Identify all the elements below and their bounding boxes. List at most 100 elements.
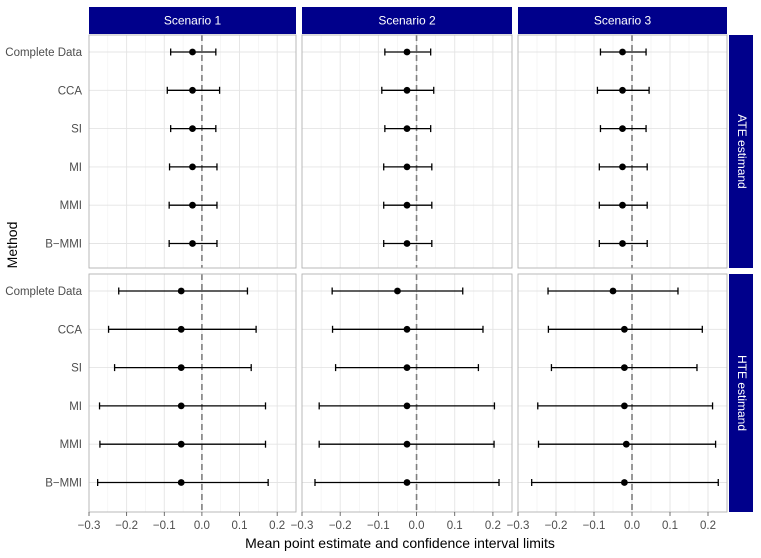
facet-strip-row: HTE estimand <box>729 274 753 512</box>
estimate-mark <box>599 48 647 56</box>
estimate-mark <box>318 402 496 410</box>
facet-strip-row: ATE estimand <box>729 35 753 268</box>
x-tick-label: 0.1 <box>662 520 678 532</box>
x-tick-label: −0.3 <box>507 520 530 532</box>
estimate-mark <box>314 479 500 486</box>
estimate-mark <box>168 240 218 247</box>
point-estimate <box>189 125 196 132</box>
point-estimate <box>622 440 630 448</box>
point-estimate <box>403 402 411 410</box>
panel-border <box>88 273 297 513</box>
point-estimate <box>403 240 411 247</box>
x-tick-label: 0.0 <box>194 520 210 532</box>
point-estimate <box>403 325 411 333</box>
y-tick-label: CCA <box>58 85 83 97</box>
y-tick-label: SI <box>71 363 82 375</box>
estimate-mark <box>113 364 252 372</box>
facet-strip-column: Scenario 2 <box>302 7 512 34</box>
estimate-mark <box>547 287 679 295</box>
panel-background <box>518 274 727 512</box>
y-axis-title: Method <box>4 222 20 269</box>
panel-border <box>517 34 728 269</box>
x-tick-label: −0.3 <box>291 520 314 532</box>
point-estimate <box>403 48 411 56</box>
facet-panel <box>301 273 513 513</box>
point-estimate <box>619 163 626 171</box>
y-tick-label: B−MMI <box>45 239 82 251</box>
estimate-mark <box>383 163 433 171</box>
strip-label: ATE estimand <box>735 114 749 188</box>
facet-panel <box>88 34 297 269</box>
x-tick-label: 0.1 <box>447 520 463 532</box>
strip-label: Scenario 1 <box>164 14 222 28</box>
strip-label: Scenario 3 <box>594 14 652 28</box>
estimate-mark <box>598 163 648 171</box>
x-tick-label: −0.1 <box>367 520 390 532</box>
estimate-mark <box>331 287 464 295</box>
x-tick-label: −0.1 <box>583 520 606 532</box>
x-tick-label: 0.1 <box>232 520 248 532</box>
facet-panel <box>88 273 297 513</box>
facet-strip-column: Scenario 1 <box>89 7 296 34</box>
estimate-mark <box>537 402 714 410</box>
point-estimate <box>609 287 617 295</box>
point-estimate <box>394 287 401 295</box>
y-tick-label: B−MMI <box>45 478 82 490</box>
estimate-mark <box>531 479 719 486</box>
panel-border <box>517 273 728 513</box>
panel-background <box>518 35 727 268</box>
y-tick-label: MMI <box>60 439 82 451</box>
point-estimate <box>189 86 196 94</box>
strip-background <box>729 274 753 512</box>
x-tick-label: 0.0 <box>624 520 640 532</box>
estimate-mark <box>381 86 435 94</box>
estimate-mark <box>537 440 717 448</box>
estimate-mark <box>170 48 217 56</box>
panel-background <box>302 35 512 268</box>
estimate-mark <box>599 125 647 133</box>
point-estimate <box>177 287 185 295</box>
point-estimate <box>177 440 185 448</box>
x-tick-label: 0.2 <box>269 520 285 532</box>
y-tick-label: SI <box>71 124 82 136</box>
estimate-mark <box>384 48 432 56</box>
facet-strip-column: Scenario 3 <box>518 7 727 34</box>
point-estimate <box>621 364 628 371</box>
estimate-mark <box>168 163 218 171</box>
estimate-mark <box>547 325 703 333</box>
point-estimate <box>403 125 411 132</box>
x-tick-label: −0.1 <box>153 520 176 532</box>
estimate-mark <box>596 86 650 94</box>
panel-background <box>89 274 296 512</box>
point-estimate <box>177 325 185 333</box>
point-estimate <box>621 325 628 333</box>
point-estimate <box>619 240 626 247</box>
point-estimate <box>403 364 411 371</box>
point-estimate <box>177 402 185 410</box>
strip-label: Scenario 2 <box>378 14 436 28</box>
point-estimate <box>403 163 411 171</box>
strip-background <box>302 7 512 34</box>
point-estimate <box>177 364 185 371</box>
estimate-mark <box>334 364 480 372</box>
estimate-mark <box>318 440 495 448</box>
point-estimate <box>619 86 626 94</box>
y-tick-label: Complete Data <box>5 47 82 59</box>
strip-background <box>729 35 753 268</box>
estimate-mark <box>99 440 267 448</box>
estimate-mark <box>383 240 433 247</box>
point-estimate <box>189 240 196 247</box>
estimate-mark <box>331 325 484 333</box>
point-estimate <box>403 440 411 448</box>
estimate-mark <box>166 86 221 94</box>
estimate-mark <box>598 201 648 209</box>
facet-panel <box>301 34 513 269</box>
point-estimate <box>621 402 628 410</box>
estimate-mark <box>598 240 648 247</box>
panel-background <box>302 274 512 512</box>
point-estimate <box>619 201 626 209</box>
y-tick-label: CCA <box>58 324 83 336</box>
estimate-mark <box>168 201 218 209</box>
strip-label: HTE estimand <box>735 355 749 431</box>
